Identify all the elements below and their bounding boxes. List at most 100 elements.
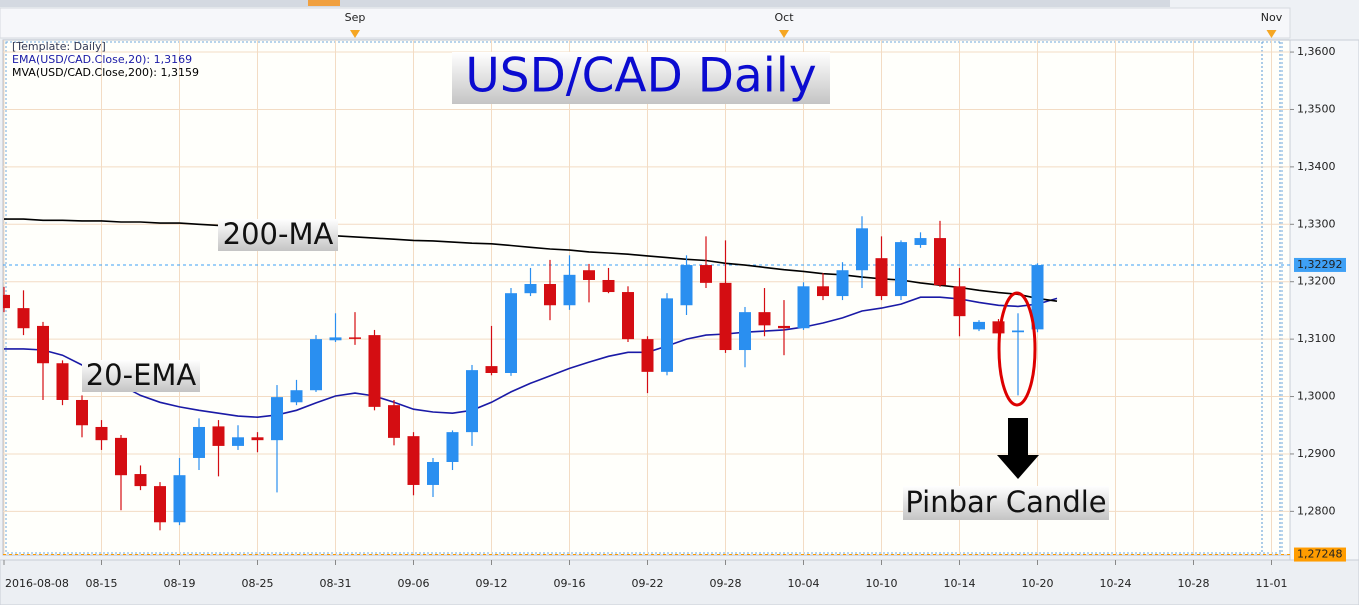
candle-body	[76, 399, 88, 426]
legend: EMA(USD/CAD.Close,20): 1,3169MVA(USD/CAD…	[12, 53, 199, 79]
axes-layer: 1,2800 1,2900 1,3000 1,3100 1,3200 1,3300 1,34…	[3, 11, 1346, 590]
candle-body	[836, 270, 849, 297]
candle-body	[544, 284, 556, 306]
x-tick-label: 11-01	[1256, 577, 1288, 590]
annotation-box	[218, 219, 338, 251]
x-axis-area	[0, 559, 1359, 606]
candle-body	[368, 335, 381, 407]
candle-body	[485, 366, 498, 373]
x-tick-label: 10-04	[788, 577, 820, 590]
y-tick-label: 1,3500	[1297, 102, 1336, 115]
candle-body	[875, 258, 888, 297]
candle-body	[602, 279, 615, 293]
y-tick-label: 1,3400	[1297, 160, 1336, 173]
candle-body	[173, 475, 186, 523]
month-marker	[350, 30, 360, 38]
candle-body	[973, 321, 985, 330]
y-axis-area	[1289, 39, 1359, 561]
x-tick-label: 09-22	[632, 577, 664, 590]
candle-body	[641, 339, 654, 372]
candle-body	[251, 437, 264, 441]
toolbar-tab[interactable]	[308, 0, 340, 6]
chart-title: USD/CAD Daily	[465, 49, 816, 104]
legend-entry: MVA(USD/CAD.Close,200): 1,3159	[12, 66, 199, 79]
x-tick-label: 10-28	[1178, 577, 1210, 590]
x-tick-label: 08-31	[320, 577, 352, 590]
annotation-box	[903, 486, 1109, 520]
x-tick-label: 10-20	[1022, 577, 1054, 590]
candle-body	[797, 286, 810, 329]
month-label: Sep	[345, 11, 366, 24]
candle-body	[524, 284, 537, 294]
candle-body	[154, 486, 166, 523]
y-tick-label: 1,3200	[1297, 275, 1336, 288]
annotation: Pinbar Candle	[905, 485, 1106, 519]
x-tick-label: 09-12	[476, 577, 508, 590]
x-tick-label: 08-19	[164, 577, 196, 590]
candle-body	[427, 461, 439, 485]
candle-body	[134, 474, 147, 487]
annotation: 20-EMA	[86, 358, 197, 392]
month-strip	[0, 7, 1291, 39]
candle-body	[895, 242, 907, 297]
x-tick-label: 10-10	[866, 577, 898, 590]
candle-body	[622, 292, 634, 340]
candle-body	[680, 265, 693, 306]
toolbar-strip	[0, 0, 1170, 7]
price-label: 1,32292	[1297, 258, 1343, 271]
y-tick-label: 1,3000	[1297, 390, 1336, 403]
y-tick-label: 1,3100	[1297, 332, 1336, 345]
candle-body	[583, 270, 595, 280]
x-tick-label: 09-06	[398, 577, 430, 590]
candle-body	[388, 405, 400, 438]
highlight-ellipse	[997, 291, 1037, 407]
candle-body	[349, 337, 361, 339]
candle-body	[446, 432, 459, 462]
candle-body	[3, 294, 10, 309]
x-tick-label: 2016-08-08	[5, 577, 69, 590]
candle-body	[817, 286, 829, 297]
candle-body	[329, 337, 342, 341]
candle-body	[661, 298, 673, 372]
annotation: 200-MA	[223, 217, 334, 251]
candle-body	[407, 436, 420, 485]
candle-body	[778, 325, 790, 329]
candle-body	[17, 308, 30, 329]
candle-body	[758, 312, 771, 326]
candle-body	[505, 293, 517, 373]
candle-body	[563, 274, 576, 306]
price-label: 1,27248	[1297, 548, 1343, 561]
candle-body	[700, 265, 712, 283]
candle-body	[193, 426, 205, 458]
candle-body	[115, 437, 127, 476]
price-label-box	[1294, 257, 1346, 272]
candle-body	[37, 325, 49, 364]
indicator-line	[4, 296, 1058, 419]
legend-entry: EMA(USD/CAD.Close,20): 1,3169	[12, 53, 192, 66]
candle-body	[466, 370, 478, 433]
candle-body	[212, 426, 225, 446]
price-label-box	[1294, 547, 1346, 562]
arrow-head	[997, 455, 1039, 479]
plot-layer	[3, 40, 1290, 555]
candle-body	[310, 339, 322, 391]
candle-body	[953, 286, 966, 317]
x-tick-label: 08-25	[242, 577, 274, 590]
candle-body	[232, 437, 244, 446]
month-marker	[779, 30, 789, 38]
x-tick-label: 09-16	[554, 577, 586, 590]
candle-body	[719, 282, 732, 351]
title-box	[452, 52, 830, 104]
x-tick-label: 10-14	[944, 577, 976, 590]
y-tick-label: 1,3300	[1297, 217, 1336, 230]
arrow-shaft	[1008, 418, 1028, 456]
candle-body	[1012, 330, 1024, 333]
x-tick-label: 10-24	[1100, 577, 1132, 590]
candle-body	[56, 363, 69, 400]
candle-body	[290, 390, 303, 403]
y-tick-label: 1,3600	[1297, 45, 1336, 58]
candle-body	[95, 426, 108, 441]
plot-area	[2, 39, 1291, 556]
